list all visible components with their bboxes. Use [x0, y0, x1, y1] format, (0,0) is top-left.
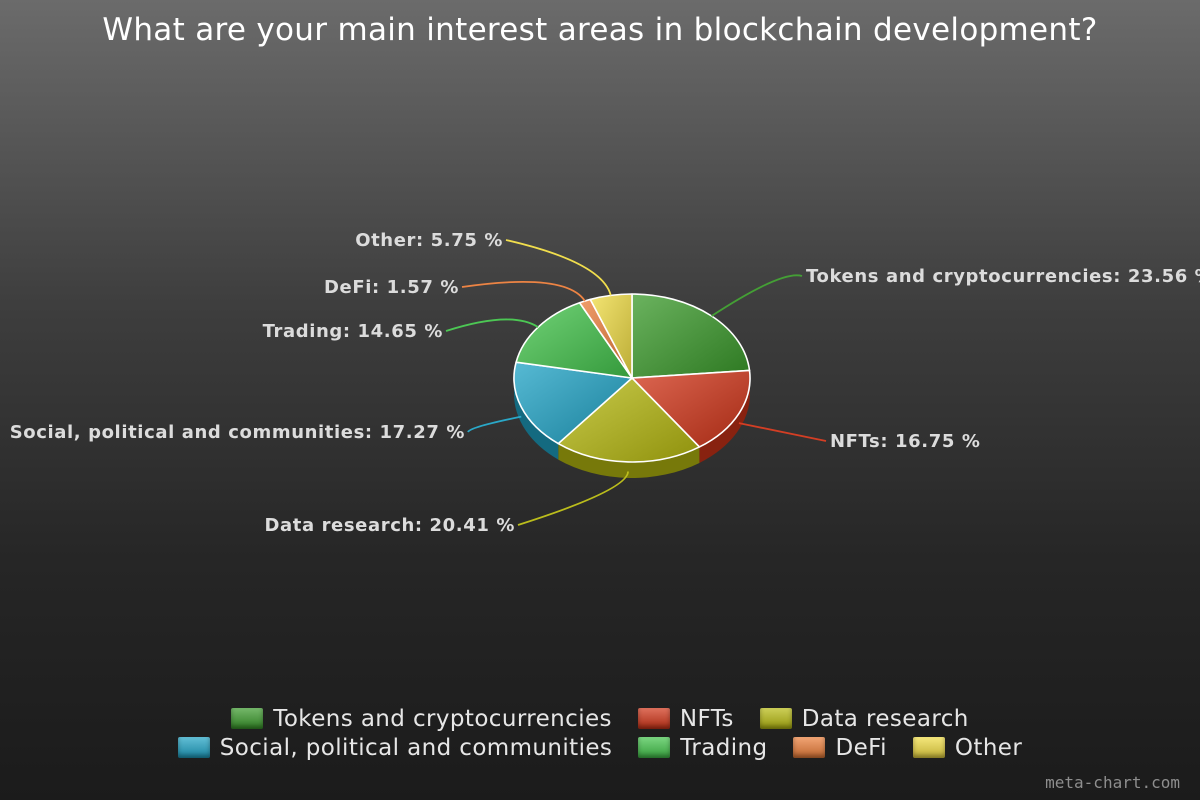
pie-side-data-research: [558, 443, 700, 478]
legend-item[interactable]: NFTs: [637, 705, 734, 732]
chart-title: What are your main interest areas in blo…: [102, 12, 1098, 48]
leader-line: [445, 318, 539, 332]
legend-swatch: [912, 737, 945, 758]
legend-item[interactable]: Social, political and communities: [177, 734, 613, 761]
pie-side-nfts: [699, 378, 750, 463]
slice-label: Social, political and communities: 17.27…: [10, 422, 465, 443]
legend-swatch: [177, 737, 210, 758]
pie-slice-data-research[interactable]: [557, 377, 701, 463]
leader-line: [467, 415, 522, 433]
leader-line: [738, 422, 827, 442]
pie-slice-other[interactable]: [589, 293, 633, 379]
leader-line: [505, 239, 612, 296]
slice-label: Tokens and cryptocurrencies: 23.56 %: [806, 266, 1200, 287]
legend-label: Data research: [801, 705, 969, 732]
legend-row: Tokens and cryptocurrencies NFTs Data rese…: [0, 704, 1200, 733]
pie-side-social-political-and-communities: [514, 378, 559, 460]
legend-swatch: [759, 708, 792, 729]
legend-label: NFTs: [679, 705, 734, 732]
legend-swatch: [637, 708, 670, 729]
pie-slice-nfts[interactable]: [631, 369, 751, 448]
legend-swatch: [638, 737, 671, 758]
pie-slice-trading[interactable]: [515, 301, 633, 379]
watermark: meta-chart.com: [1045, 773, 1180, 792]
slice-label: Other: 5.75 %: [355, 230, 503, 251]
leader-line: [461, 280, 586, 302]
legend-item[interactable]: Other: [912, 734, 1023, 761]
slice-labels: Tokens and cryptocurrencies: 23.56 % NFTs…: [10, 230, 1200, 536]
legend-label: Trading: [680, 734, 768, 761]
pie-sides: [514, 378, 750, 478]
slice-label: DeFi: 1.57 %: [324, 277, 459, 298]
chart-legend: Tokens and cryptocurrencies NFTs Data rese…: [0, 704, 1200, 762]
legend-item[interactable]: DeFi: [793, 734, 887, 761]
pie-slices: [513, 293, 751, 463]
legend-swatch: [793, 737, 826, 758]
legend-label: Social, political and communities: [219, 734, 613, 761]
pie-slice-tokens-and-cryptocurrencies[interactable]: [631, 293, 751, 379]
slice-label: Data research: 20.41 %: [264, 515, 515, 536]
slice-label: NFTs: 16.75 %: [830, 431, 980, 452]
legend-item[interactable]: Trading: [638, 735, 767, 761]
legend-label: Tokens and cryptocurrencies: [273, 705, 612, 732]
slice-label: Trading: 14.65 %: [263, 321, 443, 342]
pie-slice-social-political-and-communities[interactable]: [513, 361, 633, 445]
leader-line: [711, 274, 803, 317]
legend-label: Other: [954, 734, 1023, 761]
legend-label: DeFi: [835, 734, 887, 761]
legend-swatch: [231, 708, 264, 729]
legend-item[interactable]: Data research: [759, 705, 969, 732]
legend-row: Social, political and communities Trading…: [0, 733, 1200, 762]
leader-line: [517, 471, 629, 526]
legend-item[interactable]: Tokens and cryptocurrencies: [231, 706, 612, 732]
